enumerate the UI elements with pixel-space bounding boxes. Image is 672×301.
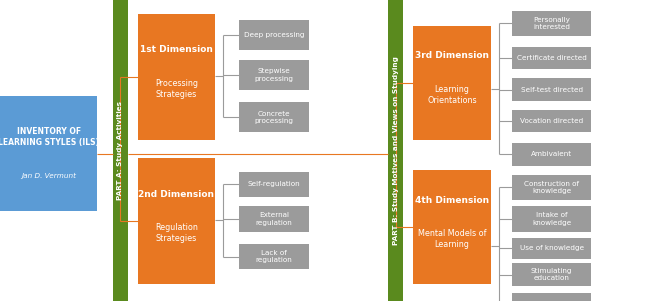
Text: PART A: Study Activities: PART A: Study Activities bbox=[118, 101, 123, 200]
FancyBboxPatch shape bbox=[512, 143, 591, 166]
Text: Stimulating
education: Stimulating education bbox=[531, 268, 573, 281]
Text: Learning
Orientations: Learning Orientations bbox=[427, 85, 476, 105]
Text: Ambivalent: Ambivalent bbox=[531, 151, 573, 157]
FancyBboxPatch shape bbox=[138, 14, 215, 140]
Text: Stepwise
processing: Stepwise processing bbox=[254, 69, 294, 82]
FancyBboxPatch shape bbox=[512, 263, 591, 286]
FancyBboxPatch shape bbox=[239, 244, 309, 269]
FancyBboxPatch shape bbox=[512, 110, 591, 132]
Text: Mental Models of
Learning: Mental Models of Learning bbox=[418, 229, 486, 249]
FancyBboxPatch shape bbox=[512, 238, 591, 259]
Text: Deep processing: Deep processing bbox=[243, 32, 304, 38]
Text: Jan D. Vermunt: Jan D. Vermunt bbox=[22, 173, 76, 179]
Text: External
regulation: External regulation bbox=[255, 212, 292, 226]
Text: Certificate directed: Certificate directed bbox=[517, 55, 587, 61]
Text: Processing
Strategies: Processing Strategies bbox=[155, 79, 198, 99]
Text: PART B: Study Motives and Views on Studying: PART B: Study Motives and Views on Study… bbox=[393, 56, 398, 245]
FancyBboxPatch shape bbox=[512, 206, 591, 232]
Text: Regulation
Strategies: Regulation Strategies bbox=[155, 223, 198, 243]
FancyBboxPatch shape bbox=[239, 60, 309, 90]
Text: INVENTORY OF
LEARNING STYLES (ILS): INVENTORY OF LEARNING STYLES (ILS) bbox=[0, 127, 99, 147]
Text: 1st Dimension: 1st Dimension bbox=[140, 45, 213, 54]
Text: Lack of
regulation: Lack of regulation bbox=[255, 250, 292, 263]
Text: Self-regulation: Self-regulation bbox=[247, 182, 300, 187]
FancyBboxPatch shape bbox=[0, 96, 97, 211]
FancyBboxPatch shape bbox=[413, 170, 491, 284]
FancyBboxPatch shape bbox=[512, 78, 591, 101]
Text: Construction of
knowledge: Construction of knowledge bbox=[524, 181, 579, 194]
Text: Self-test directed: Self-test directed bbox=[521, 87, 583, 92]
Text: 3rd Dimension: 3rd Dimension bbox=[415, 51, 489, 60]
Text: Vocation directed: Vocation directed bbox=[520, 118, 583, 124]
FancyBboxPatch shape bbox=[512, 11, 591, 36]
FancyBboxPatch shape bbox=[113, 0, 128, 301]
FancyBboxPatch shape bbox=[512, 47, 591, 69]
Text: Use of knowledge: Use of knowledge bbox=[519, 245, 584, 251]
Text: 4th Dimension: 4th Dimension bbox=[415, 196, 489, 205]
Text: Concrete
processing: Concrete processing bbox=[254, 111, 294, 124]
Text: 2nd Dimension: 2nd Dimension bbox=[138, 190, 214, 199]
FancyBboxPatch shape bbox=[138, 158, 215, 284]
Text: Intake of
knowledge: Intake of knowledge bbox=[532, 212, 571, 226]
FancyBboxPatch shape bbox=[512, 175, 591, 200]
FancyBboxPatch shape bbox=[239, 20, 309, 50]
Text: Personally
interested: Personally interested bbox=[533, 17, 571, 30]
FancyBboxPatch shape bbox=[239, 206, 309, 232]
FancyBboxPatch shape bbox=[388, 0, 403, 301]
FancyBboxPatch shape bbox=[239, 102, 309, 132]
FancyBboxPatch shape bbox=[413, 26, 491, 140]
FancyBboxPatch shape bbox=[512, 293, 591, 301]
FancyBboxPatch shape bbox=[239, 172, 309, 197]
